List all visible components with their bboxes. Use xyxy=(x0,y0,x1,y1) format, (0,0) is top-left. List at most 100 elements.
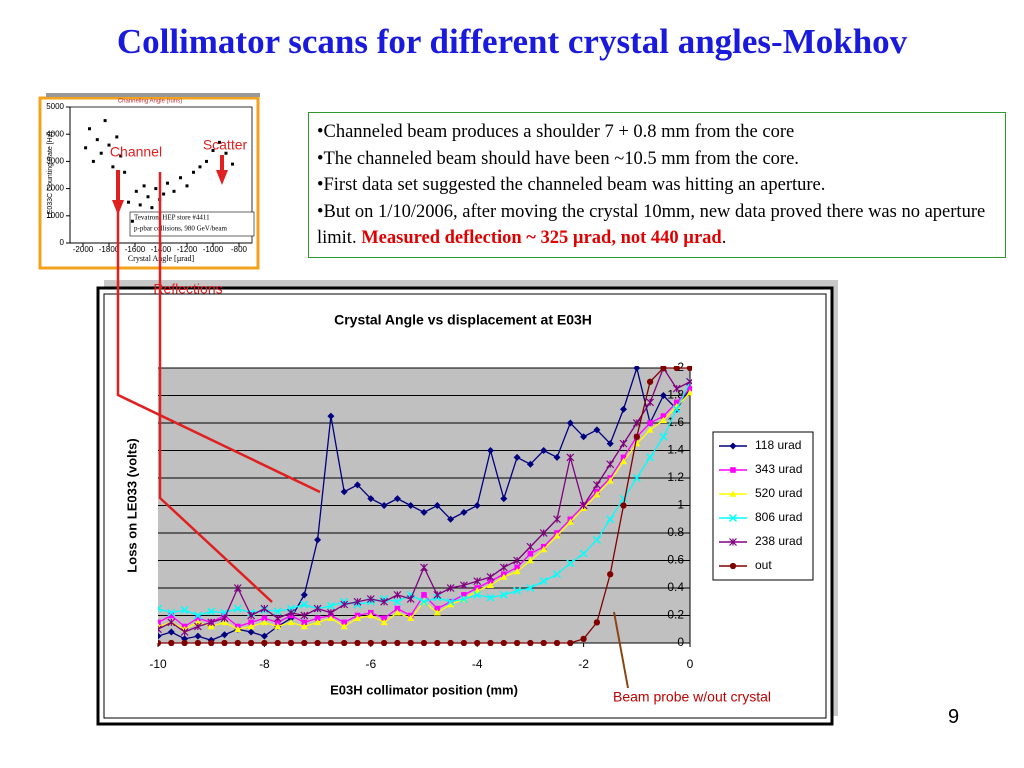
marker xyxy=(729,442,737,450)
point xyxy=(88,127,91,131)
marker xyxy=(301,639,308,646)
x-tick-label: -2 xyxy=(578,657,589,671)
marker xyxy=(620,405,627,413)
y-tick-label: 1.2 xyxy=(667,470,684,484)
marker xyxy=(487,578,494,584)
marker xyxy=(195,615,201,622)
point xyxy=(115,135,119,139)
marker xyxy=(247,623,255,630)
marker xyxy=(261,615,268,622)
point xyxy=(150,206,154,210)
marker xyxy=(526,583,535,593)
point xyxy=(95,138,99,142)
marker xyxy=(394,639,401,646)
marker xyxy=(446,597,455,606)
marker xyxy=(673,366,680,372)
marker xyxy=(419,597,429,606)
marker xyxy=(420,563,428,572)
marker xyxy=(180,628,189,636)
marker xyxy=(592,535,601,544)
marker xyxy=(313,604,322,613)
marker xyxy=(273,607,282,616)
marker xyxy=(340,623,348,630)
annotation: Tevatron, HEP store #4411 xyxy=(134,214,210,222)
marker xyxy=(354,614,361,622)
highlight: Measured deflection ~ 325 µrad, not 440 … xyxy=(361,228,722,248)
y-tick-label: 0 xyxy=(677,635,684,649)
marker xyxy=(394,605,401,612)
marker xyxy=(434,639,441,646)
marker xyxy=(459,581,468,590)
bullet: •The channeled beam should have been ~10… xyxy=(317,148,799,169)
page-number: 9 xyxy=(948,706,960,728)
marker xyxy=(341,619,347,626)
point xyxy=(231,162,234,166)
marker xyxy=(247,611,256,620)
bullet-end: . xyxy=(721,228,727,248)
marker xyxy=(447,515,455,523)
x-tick-label: -2000 xyxy=(73,245,94,254)
marker xyxy=(314,639,321,646)
marker xyxy=(433,590,442,599)
marker xyxy=(646,378,654,385)
chart-title: Channeling Angle (runs) xyxy=(118,99,182,105)
marker xyxy=(514,564,520,571)
marker xyxy=(619,439,628,448)
marker xyxy=(647,420,653,426)
marker xyxy=(274,619,281,626)
marker xyxy=(433,609,441,616)
marker xyxy=(659,432,668,441)
marker xyxy=(420,508,428,516)
marker xyxy=(367,639,374,646)
marker xyxy=(686,377,692,386)
marker xyxy=(393,609,401,616)
marker xyxy=(234,625,242,633)
marker xyxy=(659,416,667,424)
x-tick-label: -8 xyxy=(259,657,270,671)
marker xyxy=(460,639,468,646)
marker xyxy=(729,490,737,497)
marker xyxy=(367,495,375,503)
point xyxy=(103,119,107,123)
marker xyxy=(260,618,268,626)
marker xyxy=(380,618,388,626)
marker xyxy=(487,581,494,589)
point xyxy=(218,140,221,144)
point xyxy=(211,149,215,153)
marker xyxy=(461,592,467,598)
marker xyxy=(158,632,162,640)
callout: Scatter xyxy=(203,137,248,153)
marker xyxy=(407,502,415,509)
point xyxy=(134,189,138,193)
marker xyxy=(180,605,189,615)
marker xyxy=(672,405,681,414)
x-tick-label: 0 xyxy=(687,657,694,671)
marker xyxy=(566,453,575,462)
bullet: •Channeled beam produces a shoulder 7 + … xyxy=(317,122,795,142)
point xyxy=(224,151,228,155)
marker xyxy=(606,515,615,524)
marker xyxy=(539,577,548,586)
marker xyxy=(513,453,521,461)
marker xyxy=(167,618,176,627)
marker xyxy=(406,595,415,603)
marker xyxy=(486,573,495,581)
point xyxy=(179,176,182,180)
callout: Channel xyxy=(110,144,162,160)
marker xyxy=(660,413,667,419)
marker xyxy=(193,611,202,620)
marker xyxy=(526,542,535,551)
marker xyxy=(486,593,495,602)
marker xyxy=(474,639,481,646)
callout: Reflections xyxy=(153,281,222,297)
marker xyxy=(606,477,614,484)
marker xyxy=(158,604,163,613)
marker xyxy=(326,608,335,617)
marker xyxy=(260,604,269,613)
point xyxy=(99,151,103,155)
marker xyxy=(513,586,522,595)
marker xyxy=(181,639,188,646)
y-tick-label: 0.8 xyxy=(667,525,684,539)
legend-label: 118 urad xyxy=(755,438,801,452)
marker xyxy=(207,618,216,627)
